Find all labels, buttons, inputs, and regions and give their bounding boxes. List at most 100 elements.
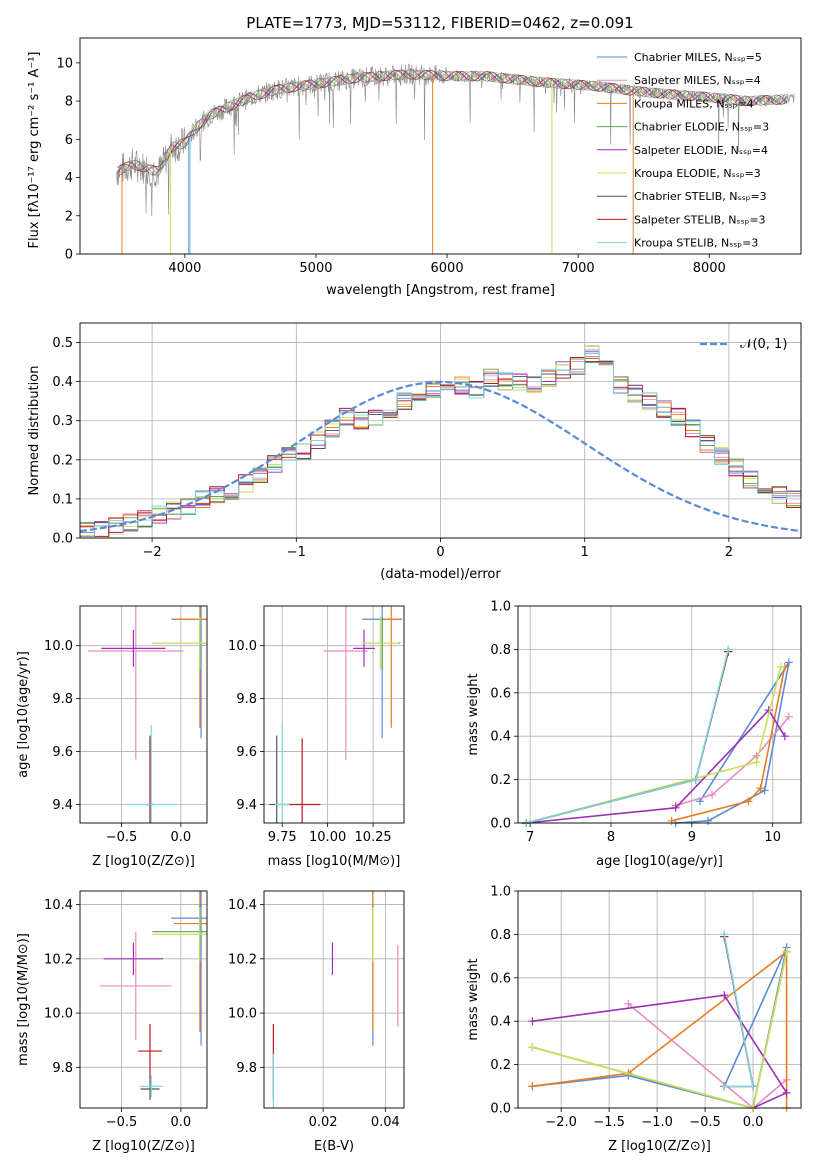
panel-2-ytick-label-0: 9.4 [52, 798, 73, 813]
panel-3-ytick-label-1: 9.6 [236, 745, 257, 760]
weight-point-salpeter_elodie-0 [528, 1017, 537, 1026]
panel-7-frame [517, 890, 802, 1109]
panel-7-ylabel: mass weight [466, 958, 481, 1040]
panel-3-ytick-label-0: 9.4 [236, 798, 257, 813]
weight-point-salpeter_miles-3 [784, 712, 793, 721]
panel-7-ytick-label-2: 0.4 [490, 1015, 511, 1030]
panel-7-xtick-label-2: −1.0 [641, 1115, 673, 1130]
weight-point-salpeter_elodie-2 [782, 1088, 791, 1097]
panel-5-frame [79, 890, 208, 1109]
panel-0-xtick-label-0: 4000 [168, 261, 201, 276]
panel-1-ytick-label-3: 0.3 [52, 414, 73, 429]
panel-6-axes [260, 891, 404, 1112]
panel-7-xtick-label-3: −0.5 [689, 1115, 721, 1130]
panel-4-ytick-label-0: 0.0 [490, 817, 511, 832]
panel-4-xlabel: age [log10(age/yr)] [596, 854, 723, 869]
weight-line-salpeter_miles [675, 716, 790, 807]
panel-7-ytick-label-1: 0.2 [490, 1058, 511, 1073]
panel-0-frame [79, 37, 802, 255]
panel-4-xtick-label-1: 8 [607, 830, 615, 845]
legend-label-chabrier_stelib: Chabrier STELIB, Nₛₛₚ=3 [634, 190, 767, 203]
panel-6-ytick-label-0: 9.8 [236, 1061, 257, 1076]
weight-point-chabrier_miles-2 [760, 786, 769, 795]
panel-7-xtick-label-0: −2.0 [545, 1115, 577, 1130]
panel-3-frame [263, 605, 405, 824]
panel-2-ytick-label-1: 9.6 [52, 745, 73, 760]
panel-7-xlabel: Z [log10(Z/Z⊙)] [608, 1139, 711, 1154]
weight-point-kroupa_stelib-1 [691, 775, 700, 784]
legend-label-salpeter_stelib: Salpeter STELIB, Nₛₛₚ=3 [634, 213, 766, 226]
histogram-steps [80, 345, 801, 538]
panel-5-ytick-label-0: 9.8 [52, 1061, 73, 1076]
model-spectrum-salpeter_stelib [117, 69, 787, 171]
panel-1-xtick-label-1: −1 [287, 545, 306, 560]
weight-point-salpeter_elodie-3 [780, 732, 789, 741]
weight-line-kroupa_miles [532, 950, 788, 1108]
panel-4-ytick-label-2: 0.4 [490, 730, 511, 745]
panel-2-frame [79, 605, 208, 824]
panel-5-ylabel: mass [log10(M/M⊙)] [16, 933, 31, 1066]
panel-2-axes [76, 606, 207, 827]
panel-0-axes [76, 62, 710, 258]
weight-point-kroupa_stelib-2 [720, 930, 729, 939]
weight-point-salpeter_miles-0 [624, 999, 633, 1008]
weight-point-kroupa_elodie-2 [782, 947, 791, 956]
panel-2-ytick-label-3: 10.0 [44, 639, 73, 654]
panel-2-errorbars [88, 606, 207, 823]
panel-6-ytick-label-2: 10.2 [228, 952, 257, 967]
panel-6-xlabel: E(B-V) [314, 1139, 354, 1154]
weight-point-salpeter_miles-1 [708, 790, 717, 799]
panel-1-ytick-label-2: 0.2 [52, 453, 73, 468]
panel-0-xtick-label-1: 5000 [299, 261, 332, 276]
observed-spectrum [116, 63, 795, 217]
spectrum-lines [116, 63, 795, 254]
panel-5-errorbars [100, 891, 207, 1100]
weight-point-kroupa_stelib-2 [724, 645, 733, 654]
panel-4-xtick-label-0: 7 [526, 830, 534, 845]
spectrum-xlabel: wavelength [Angstrom, rest frame] [326, 283, 555, 298]
panel-1-frame [79, 322, 802, 539]
weight-point-kroupa_stelib-1 [749, 1082, 758, 1091]
weight-point-kroupa_miles-0 [528, 1082, 537, 1091]
weight-point-salpeter_elodie-1 [720, 991, 729, 1000]
panel-3-xlabel: mass [log10(M/M⊙)] [268, 854, 401, 869]
panel-5-xtick-label-1: 0.0 [171, 1115, 192, 1130]
panel-0-ytick-label-2: 4 [65, 171, 73, 186]
weight-point-kroupa_elodie-0 [528, 1043, 537, 1052]
panel-7-ytick-label-5: 1.0 [490, 885, 511, 900]
panel-5-ytick-label-3: 10.4 [44, 898, 73, 913]
weight-line-kroupa_miles [671, 666, 786, 822]
panel-1-xtick-label-2: 0 [436, 545, 444, 560]
panel-0-ytick-label-4: 8 [65, 95, 73, 110]
weight-point-kroupa_stelib-0 [720, 1082, 729, 1091]
panel-2-xlabel: Z [log10(Z/Z⊙)] [92, 854, 195, 869]
panel-0-xtick-label-4: 8000 [693, 261, 726, 276]
weight-point-chabrier_miles-3 [784, 658, 793, 667]
panel-4-ytick-label-1: 0.2 [490, 773, 511, 788]
panel-7-xtick-label-4: 0.0 [743, 1115, 764, 1130]
weight-point-kroupa_miles-0 [667, 816, 676, 825]
panel-3-xtick-label-0: 9.75 [268, 830, 297, 845]
weight-point-chabrier_miles-1 [704, 816, 713, 825]
panel-7-ytick-label-4: 0.8 [490, 928, 511, 943]
panel-5-xlabel: Z [log10(Z/Z⊙)] [92, 1139, 195, 1154]
panel-1-ytick-label-0: 0.0 [52, 532, 73, 547]
weight-line-salpeter_elodie [532, 994, 788, 1109]
weight-point-kroupa_miles-2 [756, 784, 765, 793]
legend-label-kroupa_elodie: Kroupa ELODIE, Nₛₛₚ=3 [634, 167, 761, 180]
panel-5-ytick-label-2: 10.2 [44, 952, 73, 967]
panel-7-ytick-label-3: 0.6 [490, 971, 511, 986]
panel-5-ytick-label-1: 10.0 [44, 1007, 73, 1022]
panel-4-xtick-label-2: 9 [688, 830, 696, 845]
spectrum-legend: Chabrier MILES, Nₛₛₚ=5 Salpeter MILES, Nₛ… [597, 51, 769, 250]
panel-1-ytick-label-4: 0.4 [52, 375, 73, 390]
panel-1-ytick-label-5: 0.5 [52, 336, 73, 351]
panel-3-xtick-label-2: 10.25 [354, 830, 391, 845]
panel-0-xtick-label-2: 6000 [431, 261, 464, 276]
panel-1-xtick-label-0: −2 [143, 545, 162, 560]
panel-0-ytick-label-0: 0 [65, 248, 73, 263]
panel-0-ytick-label-5: 10 [56, 56, 73, 71]
panel-4-ytick-label-5: 1.0 [490, 600, 511, 615]
panel-0-xtick-label-3: 7000 [562, 261, 595, 276]
